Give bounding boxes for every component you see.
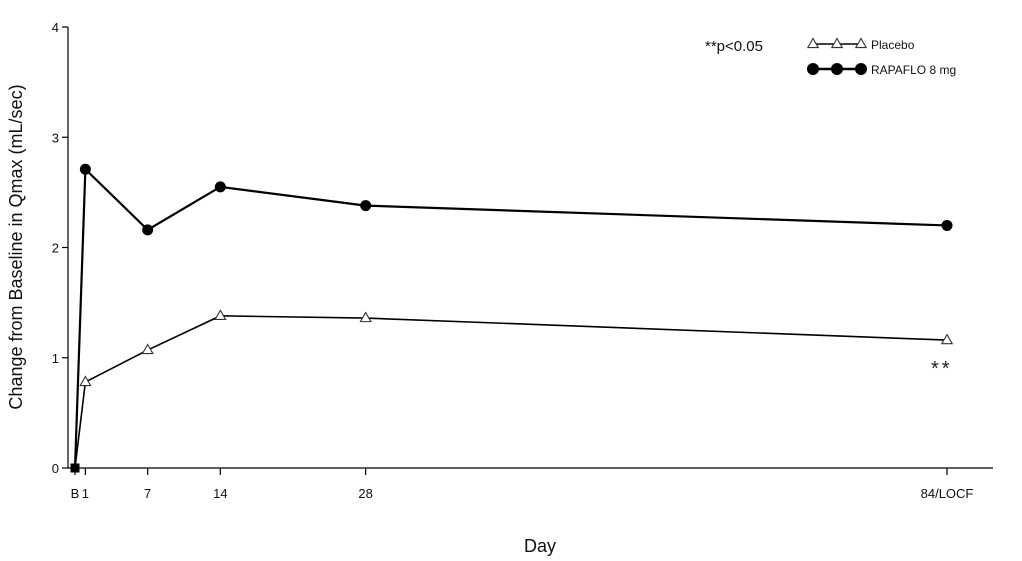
x-tick-label: 7: [144, 486, 151, 501]
baseline-marker: [70, 463, 80, 473]
y-tick-label: 3: [52, 130, 59, 145]
data-point-placebo: [79, 375, 92, 387]
y-ticks: 0 1 2 3 4: [52, 20, 68, 476]
y-axis-title: Change from Baseline in Qmax (mL/sec): [6, 84, 26, 409]
x-tick-label: 14: [213, 486, 227, 501]
y-tick-label: 0: [52, 461, 59, 476]
legend-marker: [830, 37, 844, 49]
legend-marker: [806, 37, 820, 49]
series-line-placebo: [74, 315, 948, 469]
legend-label: Placebo: [871, 38, 915, 52]
series-line-rapaflo: [73, 166, 948, 469]
data-point-rapaflo: [214, 181, 226, 193]
legend-marker: [807, 63, 819, 75]
significance-note: **p<0.05: [705, 38, 763, 55]
legend: Placebo RAPAFLO 8 mg: [806, 37, 956, 77]
legend-marker: [854, 37, 868, 49]
data-point-placebo: [940, 333, 954, 345]
y-tick-label: 4: [52, 20, 59, 35]
series-layer: [70, 163, 954, 473]
x-tick-label: 28: [358, 486, 372, 501]
x-axis-title: Day: [524, 536, 556, 556]
data-point-rapaflo: [360, 200, 372, 212]
x-ticks: B 1 7 14 28 84/LOCF: [71, 468, 974, 501]
data-point-placebo: [359, 311, 372, 323]
data-point-rapaflo: [941, 219, 953, 231]
y-tick-label: 2: [52, 241, 59, 256]
y-tick-label: 1: [52, 351, 59, 366]
significance-mark: **: [931, 358, 953, 380]
legend-marker: [855, 63, 867, 75]
legend-marker: [831, 63, 843, 75]
data-point-placebo: [141, 343, 154, 355]
data-point-rapaflo: [142, 224, 154, 236]
legend-label: RAPAFLO 8 mg: [871, 63, 956, 77]
x-tick-label: 1: [82, 486, 89, 501]
data-point-placebo: [214, 309, 227, 320]
data-point-rapaflo: [79, 163, 91, 175]
x-tick-label: B: [71, 486, 80, 501]
x-tick-label: 84/LOCF: [921, 486, 974, 501]
